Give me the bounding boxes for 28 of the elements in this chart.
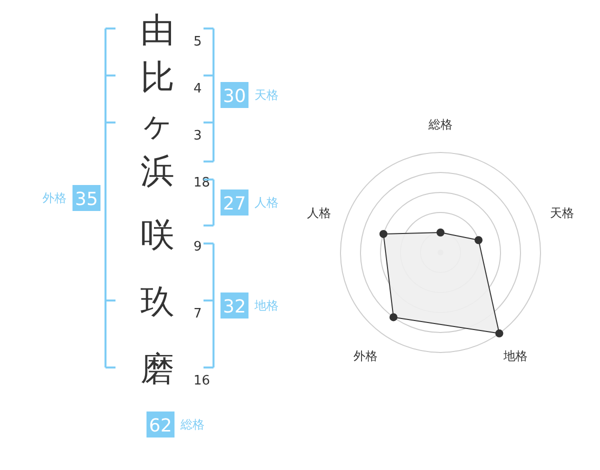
text: 4 (194, 82, 202, 96)
spoke-label: 人格 (306, 206, 331, 220)
text: 地格 (254, 298, 278, 312)
text: 外格 (42, 191, 66, 205)
text: 32 (223, 296, 246, 318)
category-label: 比 (140, 58, 174, 98)
spoke-label: 総格 (428, 118, 452, 132)
text: 16 (194, 374, 210, 388)
spoke-label: 外格 (353, 349, 378, 364)
text: 27 (223, 194, 246, 214)
spoke-label: 天格 (550, 206, 574, 220)
text: 30 (223, 86, 246, 107)
category-label: 由 (140, 10, 174, 50)
text: 5 (194, 34, 202, 50)
text: 62 (149, 416, 172, 436)
category-label: ヶ (140, 104, 175, 144)
category-label: 浜 (140, 152, 174, 192)
text: 35 (75, 189, 98, 210)
text: 人格 (254, 196, 278, 210)
text: 9 (194, 240, 202, 254)
text: 3 (194, 128, 202, 144)
spoke-label: 地格 (502, 349, 528, 364)
text: 7 (194, 306, 202, 322)
category-label: 玖 (140, 282, 174, 322)
text: 天格 (254, 88, 278, 102)
category-label: 咲 (140, 216, 174, 256)
text: 総格 (180, 418, 204, 432)
category-label: 磨 (140, 350, 174, 390)
